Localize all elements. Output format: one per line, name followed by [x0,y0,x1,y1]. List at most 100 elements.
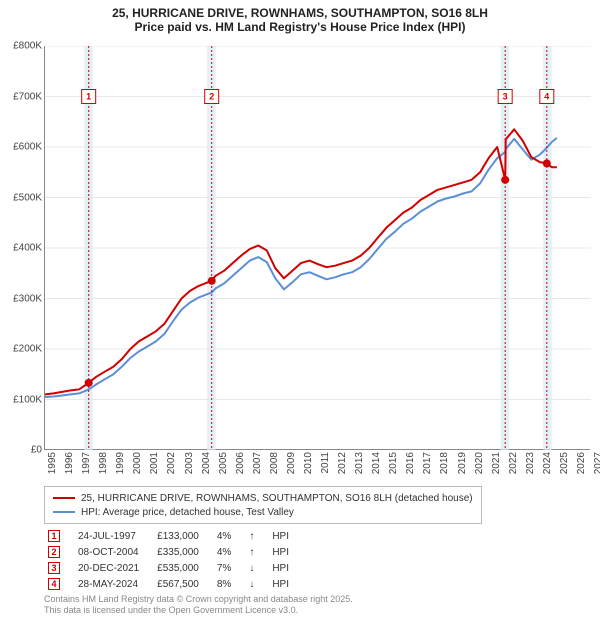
event-marker-number: 2 [209,91,214,101]
sale-date: 20-DEC-2021 [74,560,153,576]
y-tick-label: £400K [0,243,42,254]
x-tick-label: 2013 [354,452,365,474]
table-row: 1 24-JUL-1997£133,0004%↑HPI [44,528,303,544]
sale-arrow: ↓ [245,560,268,576]
x-tick-label: 2025 [559,452,570,474]
sale-vs: HPI [268,576,303,592]
x-tick-label: 2020 [474,452,485,474]
sale-arrow: ↑ [245,544,268,560]
x-tick-label: 2016 [405,452,416,474]
sale-vs: HPI [268,528,303,544]
x-tick-label: 2010 [303,452,314,474]
x-tick-label: 2024 [542,452,553,474]
x-tick-label: 1996 [64,452,75,474]
y-tick-label: £600K [0,142,42,153]
sale-date: 24-JUL-1997 [74,528,153,544]
x-tick-label: 2027 [593,452,600,474]
chart-container: 25, HURRICANE DRIVE, ROWNHAMS, SOUTHAMPT… [0,0,600,620]
sale-marker-cell: 1 [44,528,74,544]
event-dot [208,277,216,285]
y-tick-label: £800K [0,41,42,52]
sale-date: 08-OCT-2004 [74,544,153,560]
sale-marker-icon: 1 [48,530,60,542]
x-tick-label: 2009 [286,452,297,474]
sale-delta: 4% [213,544,245,560]
event-marker-number: 1 [86,91,91,101]
x-tick-label: 2015 [388,452,399,474]
sale-arrow: ↑ [245,528,268,544]
sale-vs: HPI [268,544,303,560]
x-tick-label: 2007 [252,452,263,474]
title-line-1: 25, HURRICANE DRIVE, ROWNHAMS, SOUTHAMPT… [10,6,590,20]
x-tick-label: 1999 [115,452,126,474]
legend-swatch [53,497,75,499]
sale-price: £133,000 [153,528,213,544]
x-tick-label: 2012 [337,452,348,474]
sale-delta: 8% [213,576,245,592]
sale-marker-icon: 2 [48,546,60,558]
x-tick-label: 1998 [98,452,109,474]
event-marker-number: 3 [503,91,508,101]
legend-label: 25, HURRICANE DRIVE, ROWNHAMS, SOUTHAMPT… [81,493,473,504]
x-tick-label: 1995 [47,452,58,474]
x-tick-label: 2023 [525,452,536,474]
x-tick-label: 2008 [269,452,280,474]
y-tick-label: £100K [0,394,42,405]
x-tick-label: 2001 [149,452,160,474]
sale-price: £535,000 [153,560,213,576]
table-row: 4 28-MAY-2024£567,5008%↓HPI [44,576,303,592]
sale-marker-cell: 3 [44,560,74,576]
legend: 25, HURRICANE DRIVE, ROWNHAMS, SOUTHAMPT… [44,486,482,524]
chart-svg: 1 2 3 4 [45,46,591,450]
y-tick-label: £200K [0,344,42,355]
x-tick-label: 2000 [132,452,143,474]
attribution: Contains HM Land Registry data © Crown c… [44,594,353,616]
series-line [45,129,557,394]
sales-table: 124-JUL-1997£133,0004%↑HPI208-OCT-2004£3… [44,528,303,592]
x-tick-label: 2026 [576,452,587,474]
sale-vs: HPI [268,560,303,576]
sale-marker-cell: 2 [44,544,74,560]
legend-label: HPI: Average price, detached house, Test… [81,507,294,518]
table-row: 3 20-DEC-2021£535,0007%↓HPI [44,560,303,576]
x-tick-label: 2006 [235,452,246,474]
chart-plot-area: 1 2 3 4 [44,46,590,450]
x-tick-label: 2019 [457,452,468,474]
sale-arrow: ↓ [245,576,268,592]
sale-delta: 4% [213,528,245,544]
title-line-2: Price paid vs. HM Land Registry's House … [10,20,590,34]
attribution-line-1: Contains HM Land Registry data © Crown c… [44,594,353,605]
table-row: 2 08-OCT-2004£335,0004%↑HPI [44,544,303,560]
y-tick-label: £300K [0,293,42,304]
legend-item: HPI: Average price, detached house, Test… [53,505,473,519]
event-dot [501,176,509,184]
x-tick-label: 2002 [166,452,177,474]
sale-marker-icon: 3 [48,562,60,574]
y-tick-label: £500K [0,192,42,203]
sale-date: 28-MAY-2024 [74,576,153,592]
x-tick-label: 2017 [422,452,433,474]
x-tick-label: 2022 [508,452,519,474]
x-tick-label: 2004 [201,452,212,474]
y-tick-label: £0 [0,445,42,456]
event-marker-number: 4 [544,91,549,101]
legend-swatch [53,511,75,513]
x-tick-label: 2011 [320,452,331,474]
x-tick-label: 2003 [184,452,195,474]
sale-delta: 7% [213,560,245,576]
legend-item: 25, HURRICANE DRIVE, ROWNHAMS, SOUTHAMPT… [53,491,473,505]
y-tick-label: £700K [0,91,42,102]
sale-price: £335,000 [153,544,213,560]
x-tick-label: 1997 [81,452,92,474]
x-tick-label: 2021 [491,452,502,474]
sale-marker-cell: 4 [44,576,74,592]
sale-marker-icon: 4 [48,578,60,590]
x-tick-label: 2018 [439,452,450,474]
title-block: 25, HURRICANE DRIVE, ROWNHAMS, SOUTHAMPT… [0,0,600,36]
x-tick-label: 2005 [218,452,229,474]
attribution-line-2: This data is licensed under the Open Gov… [44,605,353,616]
event-dot [85,379,93,387]
x-tick-label: 2014 [371,452,382,474]
sale-price: £567,500 [153,576,213,592]
event-dot [543,159,551,167]
